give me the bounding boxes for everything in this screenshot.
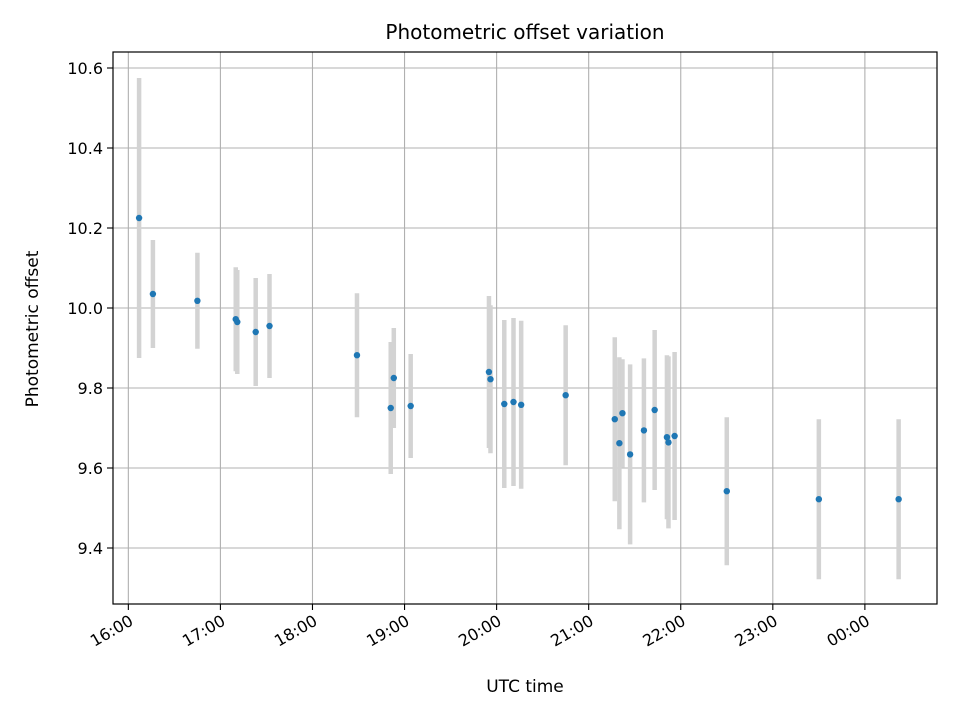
data-point	[194, 297, 201, 304]
y-tick-label: 10.6	[67, 59, 103, 78]
data-point	[485, 368, 493, 376]
x-axis-label: UTC time	[486, 677, 564, 697]
data-point	[252, 328, 259, 336]
data-point	[517, 401, 525, 408]
data-point	[487, 376, 494, 383]
y-tick-label: 10.4	[67, 139, 103, 158]
data-point	[640, 427, 648, 434]
data-point	[562, 392, 569, 399]
y-tick-label: 10.0	[67, 299, 103, 318]
data-point	[501, 400, 508, 408]
y-tick-label: 9.4	[78, 539, 103, 558]
y-axis-label: Photometric offset	[23, 250, 43, 407]
data-point	[266, 322, 273, 330]
data-point	[619, 410, 626, 417]
data-point	[135, 214, 143, 222]
data-point	[651, 406, 658, 414]
data-point	[616, 440, 623, 447]
y-tick-label: 9.6	[78, 459, 103, 478]
grid-layer	[113, 52, 937, 604]
data-point	[815, 496, 823, 503]
data-point	[626, 451, 634, 458]
data-point	[671, 432, 678, 440]
data-point	[611, 416, 618, 423]
y-tick-label: 10.2	[67, 219, 103, 238]
data-point	[407, 402, 414, 410]
data-point	[723, 488, 730, 495]
chart-title: Photometric offset variation	[385, 20, 664, 44]
plot-frame	[112, 51, 938, 605]
data-point	[234, 318, 241, 326]
data-point	[665, 439, 672, 446]
data-point	[387, 404, 394, 412]
data-point	[149, 290, 157, 298]
data-point	[895, 496, 902, 503]
point-layer	[135, 214, 902, 503]
data-point	[663, 434, 671, 441]
y-tick-label: 9.8	[78, 379, 103, 398]
data-point	[353, 352, 361, 359]
data-point	[390, 374, 398, 382]
data-point	[510, 398, 517, 406]
